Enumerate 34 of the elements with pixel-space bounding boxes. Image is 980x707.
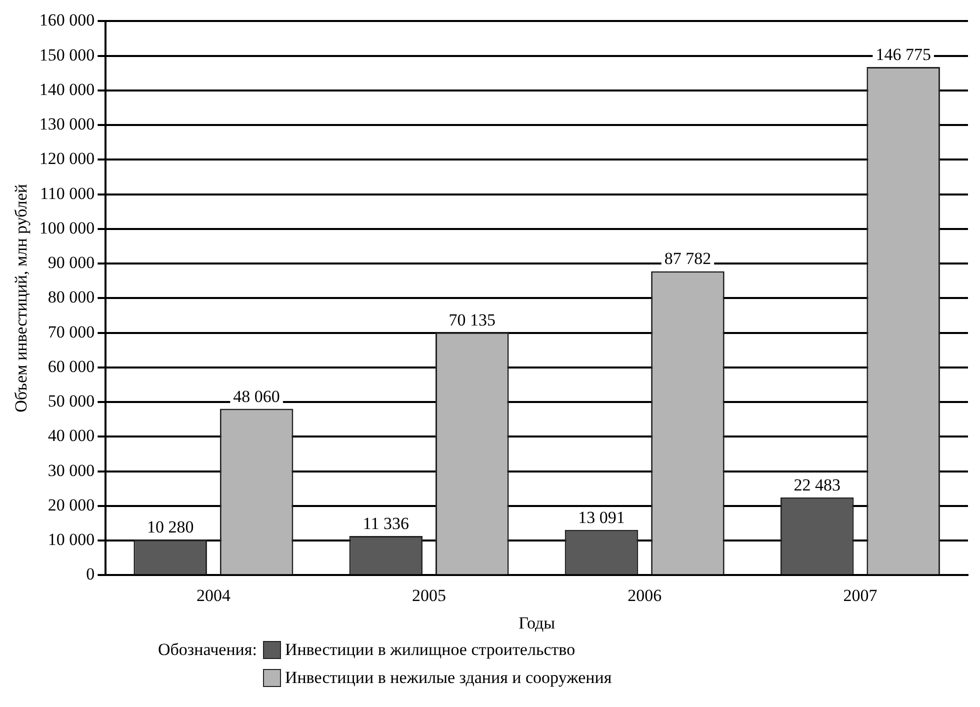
x-tick-label: 2006	[628, 586, 662, 605]
data-label: 10 280	[146, 518, 194, 537]
y-tick-label: 150 000	[39, 45, 95, 64]
x-tick-label: 2007	[843, 586, 878, 605]
y-tick-label: 10 000	[48, 530, 95, 550]
legend-title: Обозначения:	[158, 640, 257, 661]
y-tick-label: 90 000	[48, 253, 95, 272]
y-tick-label: 60 000	[48, 356, 95, 376]
y-tick-label: 40 000	[48, 426, 95, 446]
legend-label: Инвестиции в нежилые здания и сооружения	[284, 668, 612, 688]
x-tick-label: 2004	[196, 586, 231, 605]
y-tick-label: 0	[86, 564, 95, 584]
y-tick-label: 30 000	[48, 460, 95, 480]
x-tick-label: 2005	[412, 586, 446, 605]
data-label: 70 135	[448, 310, 496, 330]
legend-label: Инвестиции в жилищное строительство	[284, 640, 576, 660]
data-label: 48 060	[233, 386, 280, 406]
y-axis-title: Объем инвестиций, млн рублей	[12, 184, 31, 412]
y-tick-label: 110 000	[40, 184, 95, 203]
data-label: 146 775	[876, 44, 931, 64]
y-tick-label: 50 000	[48, 392, 95, 411]
data-label: 22 483	[794, 475, 840, 494]
y-tick-label: 120 000	[39, 149, 95, 168]
data-label: 13 091	[578, 508, 625, 527]
y-tick-label: 20 000	[48, 495, 95, 514]
data-label: 11 336	[362, 514, 409, 533]
y-tick-label: 130 000	[39, 114, 95, 134]
y-tick-label: 160 000	[39, 10, 95, 30]
y-tick-label: 70 000	[48, 322, 95, 342]
data-label: 87 782	[664, 249, 712, 268]
x-axis-title: Годы	[518, 613, 556, 632]
y-tick-label: 140 000	[39, 80, 95, 99]
y-tick-label: 80 000	[48, 288, 95, 307]
y-tick-label: 100 000	[39, 218, 95, 238]
